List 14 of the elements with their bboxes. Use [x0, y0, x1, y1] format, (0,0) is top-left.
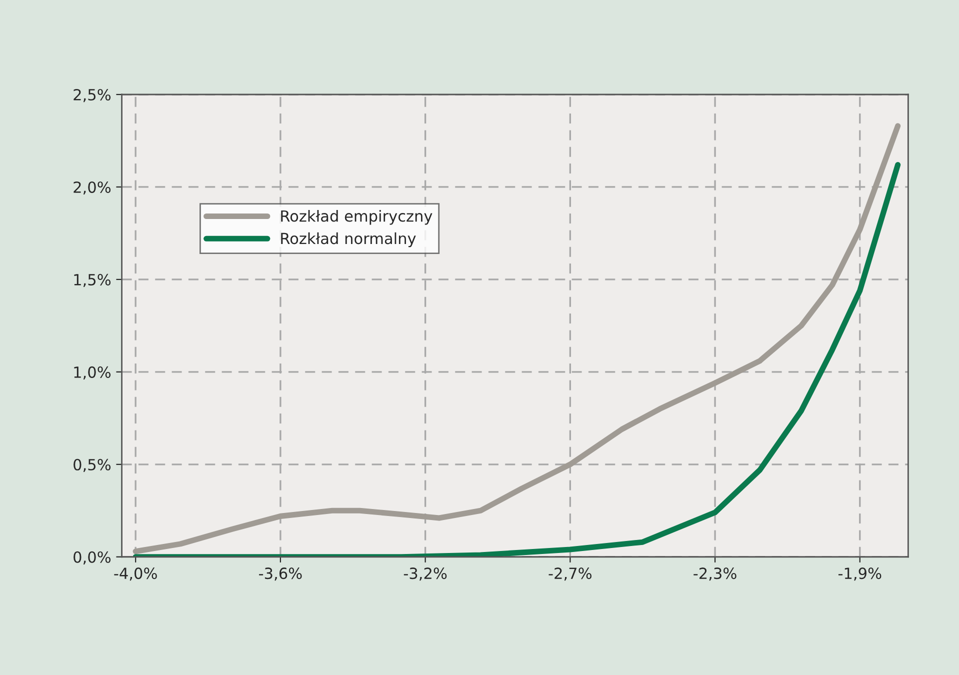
- y-tick-label: 1,0%: [74, 366, 111, 380]
- x-tick-label: -3,6%: [259, 568, 302, 581]
- y-tick-label: 0,0%: [74, 551, 111, 564]
- x-tick-label: -2,7%: [548, 568, 592, 581]
- x-tick-label: -1,9%: [838, 568, 882, 581]
- x-tick-label: -4,0%: [114, 568, 157, 581]
- y-tick-label: 2,5%: [74, 88, 111, 102]
- y-tick-label: 0,5%: [74, 458, 111, 472]
- legend-label: Rozkład empiryczny: [281, 210, 432, 225]
- x-tick-label: -2,3%: [694, 568, 736, 581]
- y-tick-label: 2,0%: [74, 181, 111, 195]
- y-tick-label: 1,5%: [74, 274, 111, 288]
- x-tick-label: -3,2%: [404, 568, 447, 581]
- legend-label: Rozkład normalny: [281, 232, 416, 248]
